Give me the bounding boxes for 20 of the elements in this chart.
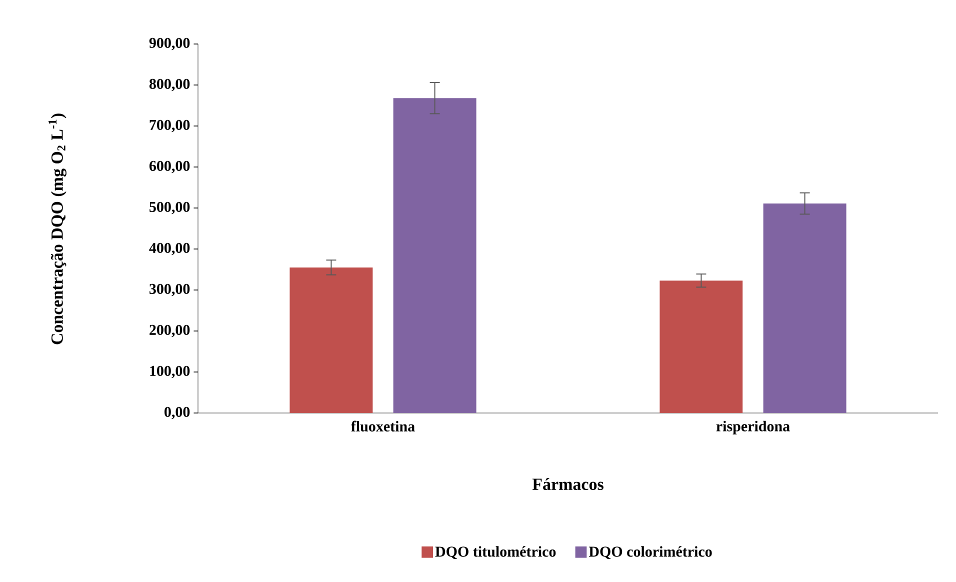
- y-axis-title: Concentração DQO (mg O$_{2}$ L$^{-1}$): [48, 114, 66, 344]
- y-tick-label: 300,00: [150, 284, 190, 296]
- y-tick-label: 0,00: [164, 406, 190, 420]
- y-tick-label: 600,00: [149, 160, 190, 174]
- bar: [660, 280, 743, 414]
- x-axis-title: Fármacos: [532, 478, 604, 490]
- x-tick-label: risperidona: [716, 420, 790, 434]
- y-tick-label: 700,00: [150, 120, 190, 132]
- bar: [290, 267, 373, 414]
- bar: [393, 98, 476, 414]
- y-tick-label: 800,00: [149, 78, 190, 92]
- y-tick-label: 400,00: [149, 242, 190, 256]
- bar: [763, 203, 846, 414]
- x-tick-label: fluoxetina: [351, 420, 415, 432]
- y-tick-label: 200,00: [150, 324, 190, 338]
- y-tick-label: 100,00: [150, 366, 190, 378]
- y-tick-label: 900,00: [149, 38, 190, 50]
- y-tick-label: 500,00: [150, 202, 190, 214]
- legend-label: DQO titulométrico: [435, 546, 556, 560]
- legend-label: DQO colorimétrico: [588, 546, 712, 560]
